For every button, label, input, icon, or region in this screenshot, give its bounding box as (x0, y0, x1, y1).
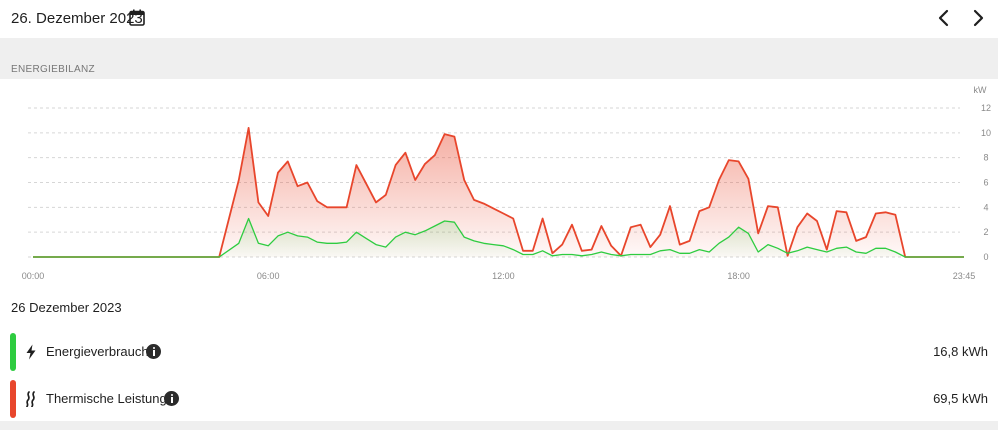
thermische-leistung-line (33, 127, 964, 258)
thermal-color-bar (10, 380, 16, 418)
thermische-leistung-area (33, 127, 964, 258)
energy-label: Energieverbrauch (46, 344, 149, 359)
summary-row-energy: Energieverbrauch 16,8 kWh (0, 333, 998, 371)
y-tick-label: 8 (983, 153, 988, 163)
y-tick-label: 0 (983, 252, 988, 262)
energy-info-icon[interactable] (146, 344, 161, 359)
summary-row-thermal: Thermische Leistung 69,5 kWh (0, 380, 998, 418)
y-tick-label: 2 (983, 227, 988, 237)
energieverbrauch-line (33, 217, 964, 258)
bolt-icon (26, 344, 36, 360)
thermal-label: Thermische Leistung (46, 391, 167, 406)
y-tick-label: 4 (983, 202, 988, 212)
top-bar: 26. Dezember 2023 (0, 0, 998, 38)
x-tick-label: 06:00 (257, 271, 280, 281)
y-axis-unit: kW (974, 85, 988, 95)
y-tick-label: 10 (981, 128, 991, 138)
energy-color-bar (10, 333, 16, 371)
y-tick-label: 12 (981, 103, 991, 113)
date-title: 26. Dezember 2023 (11, 10, 143, 27)
heat-waves-icon (26, 391, 35, 407)
energy-chart: 0 2 4 6 8 10 12 kW 00:00 06:00 12:00 18:00 23:45 (0, 79, 998, 289)
chart-svg: 0 2 4 6 8 10 12 kW 00:00 06:00 12:00 18:00 23:45 (22, 85, 991, 281)
next-day-button[interactable] (967, 7, 989, 29)
thermal-info-icon[interactable] (164, 391, 179, 406)
bottom-band (0, 421, 998, 430)
energy-value: 16,8 kWh (933, 344, 988, 359)
summary-date: 26 Dezember 2023 (11, 300, 122, 315)
thermal-value: 69,5 kWh (933, 391, 988, 406)
y-tick-label: 6 (983, 178, 988, 188)
calendar-icon[interactable] (129, 9, 145, 26)
x-tick-label: 23:45 (953, 271, 976, 281)
previous-day-button[interactable] (933, 7, 955, 29)
energieverbrauch-area (33, 218, 964, 257)
x-tick-label: 18:00 (727, 271, 750, 281)
x-tick-label: 00:00 (22, 271, 45, 281)
section-header-band (0, 38, 998, 79)
x-tick-label: 12:00 (492, 271, 515, 281)
section-title: ENERGIEBILANZ (11, 64, 95, 75)
